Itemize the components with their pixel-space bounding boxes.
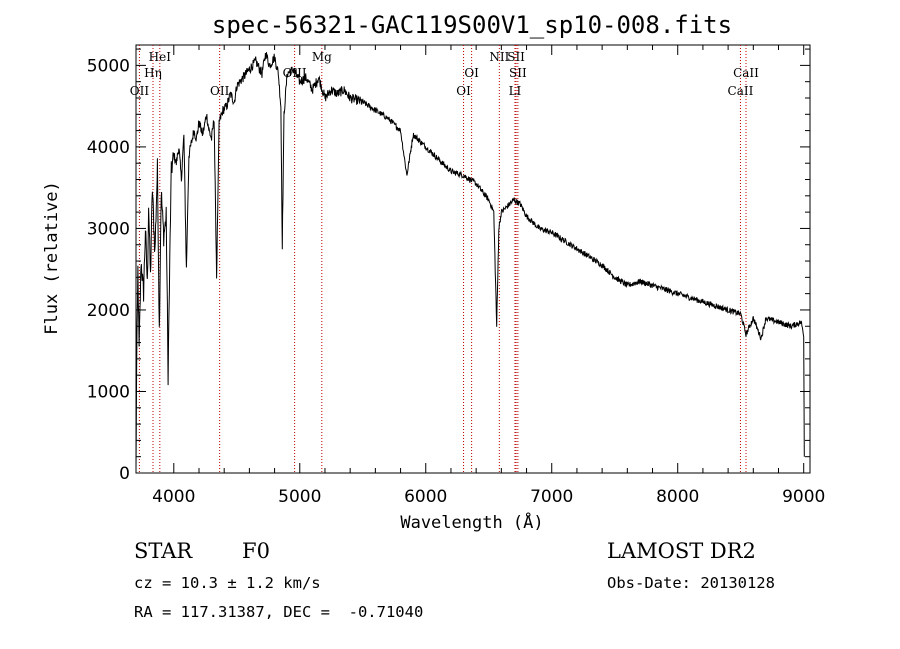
y-tick-label: 5000 (87, 56, 130, 76)
x-tick-label: 7000 (530, 487, 573, 507)
spectrum-series-line (135, 52, 805, 470)
x-tick-label: 5000 (278, 487, 321, 507)
object-class: STAR (134, 539, 193, 563)
spectral-line-label: OII (210, 84, 230, 98)
survey-label: LAMOST DR2 (607, 539, 756, 563)
spectral-line-label: Mg (312, 50, 332, 64)
spectral-line-label: OI (456, 84, 471, 98)
y-tick-label: 2000 (87, 301, 130, 321)
chart-title: spec-56321-GAC119S00V1_sp10-008.fits (212, 11, 732, 39)
spectral-line-label: OII (130, 84, 150, 98)
x-ticks: 4000 5000 6000 7000 8000 9000 (152, 45, 825, 507)
x-tick-label: 9000 (782, 487, 825, 507)
y-ticks: 0 1000 2000 3000 4000 5000 (87, 48, 810, 484)
y-axis-label: Flux (relative) (42, 181, 62, 335)
y-tick-label: 3000 (87, 219, 130, 239)
spectral-line-label: Hη (144, 66, 162, 80)
obs-date: Obs-Date: 20130128 (607, 574, 775, 592)
spectral-line-label: SII (507, 50, 525, 64)
plot-frame (135, 44, 811, 474)
redshift-cz: cz = 10.3 ± 1.2 km/s (134, 574, 321, 592)
y-tick-label: 4000 (87, 138, 130, 158)
y-tick-label: 1000 (87, 382, 130, 402)
spectral-line-label: NII (489, 50, 509, 64)
x-axis-label: Wavelength (Å) (400, 511, 543, 533)
spectral-line-label: OI (464, 66, 479, 80)
y-tick-label: 0 (119, 464, 130, 484)
spectral-line-label: SII (509, 66, 527, 80)
spectral-line-label: CaII (728, 84, 754, 98)
x-tick-label: 8000 (656, 487, 699, 507)
x-tick-label: 4000 (152, 487, 195, 507)
marker-lines (138, 45, 747, 473)
spectral-line-label: LI (509, 84, 522, 98)
object-subclass: F0 (242, 539, 270, 563)
ra-dec: RA = 117.31387, DEC = -0.71040 (134, 603, 424, 621)
spectral-line-label: HeI (149, 50, 172, 64)
x-tick-label: 6000 (404, 487, 447, 507)
spectral-line-label: CaII (733, 66, 759, 80)
